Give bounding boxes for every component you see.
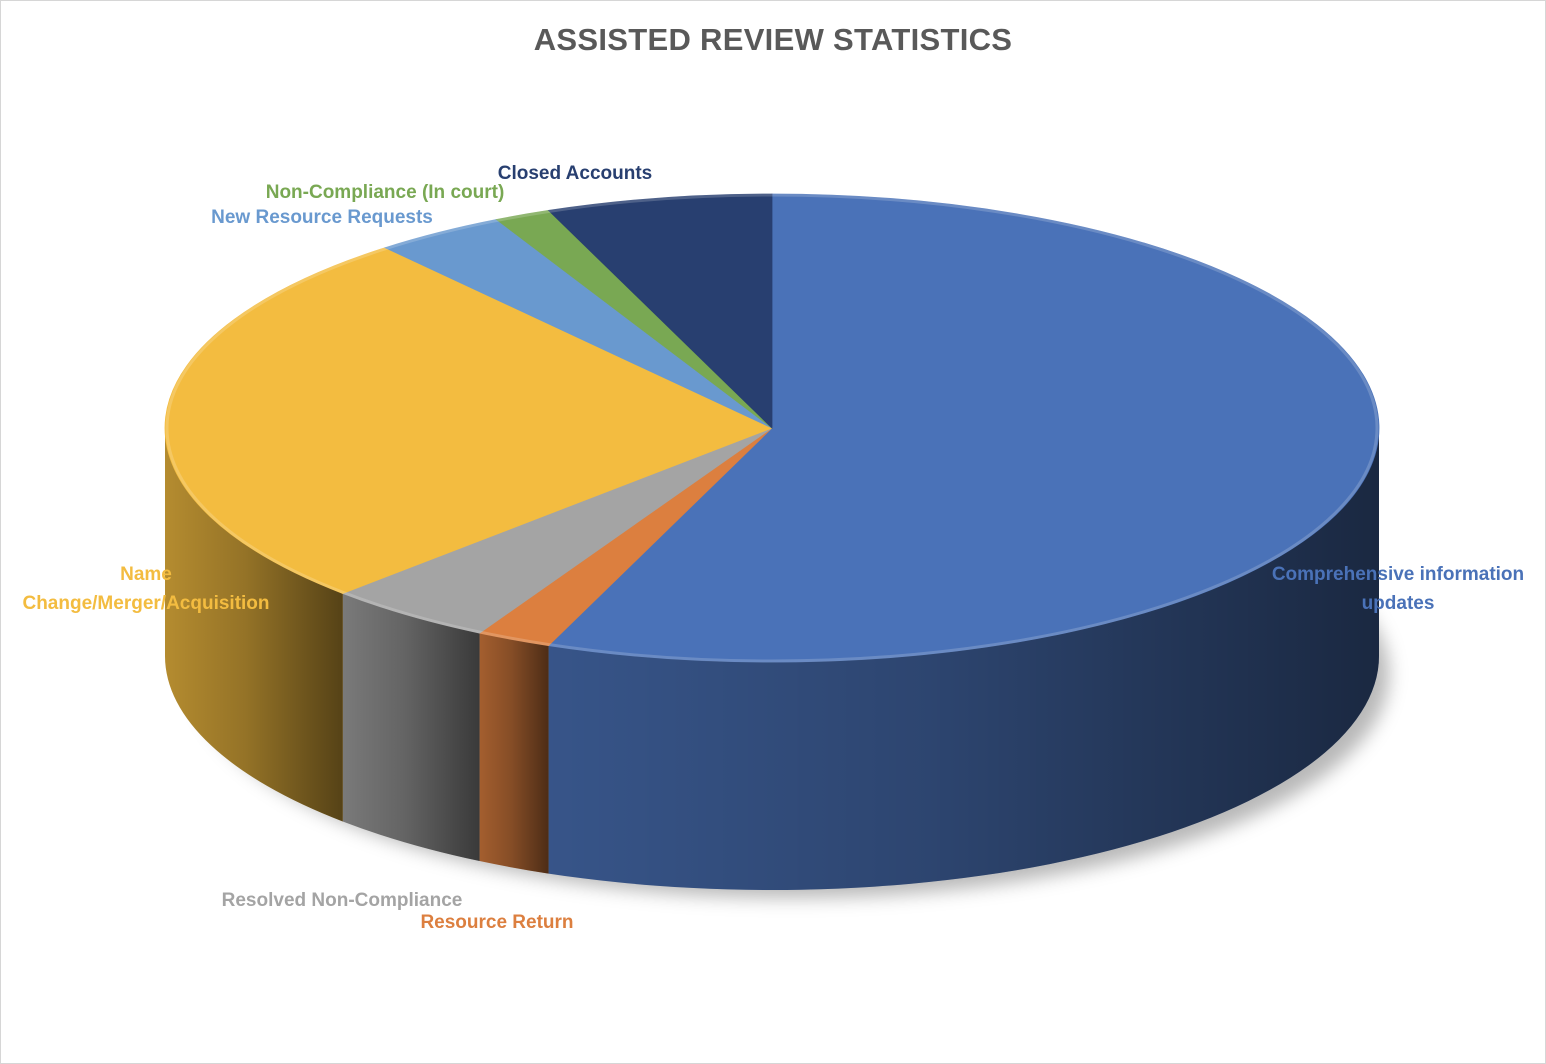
pie-slice-6 (547, 193, 773, 429)
pie-label-1: Resource Return (420, 912, 573, 933)
chart-title: ASSISTED REVIEW STATISTICS (533, 22, 1013, 57)
pie-label-0: Comprehensive information updates (1272, 564, 1524, 614)
pie-label-5: Non-Compliance (In court) (266, 182, 505, 203)
pie-label-3: Name Change/Merger/Acquisition (22, 564, 269, 614)
pie-slice-3 (164, 247, 774, 594)
pie-rim (165, 193, 1379, 663)
pie-label-6: Closed Accounts (498, 163, 653, 184)
pie-side-shade-1 (479, 633, 549, 874)
pie-side-shade-2 (342, 593, 480, 862)
pie-slice-2 (341, 427, 773, 634)
pie-label-2: Resolved Non-Compliance (222, 890, 463, 911)
pie-label-4: New Resource Requests (211, 207, 433, 228)
pie-slice-0 (547, 193, 1380, 663)
pie-side-shade-0 (548, 428, 1379, 890)
pie-side-shade-3 (164, 428, 343, 822)
